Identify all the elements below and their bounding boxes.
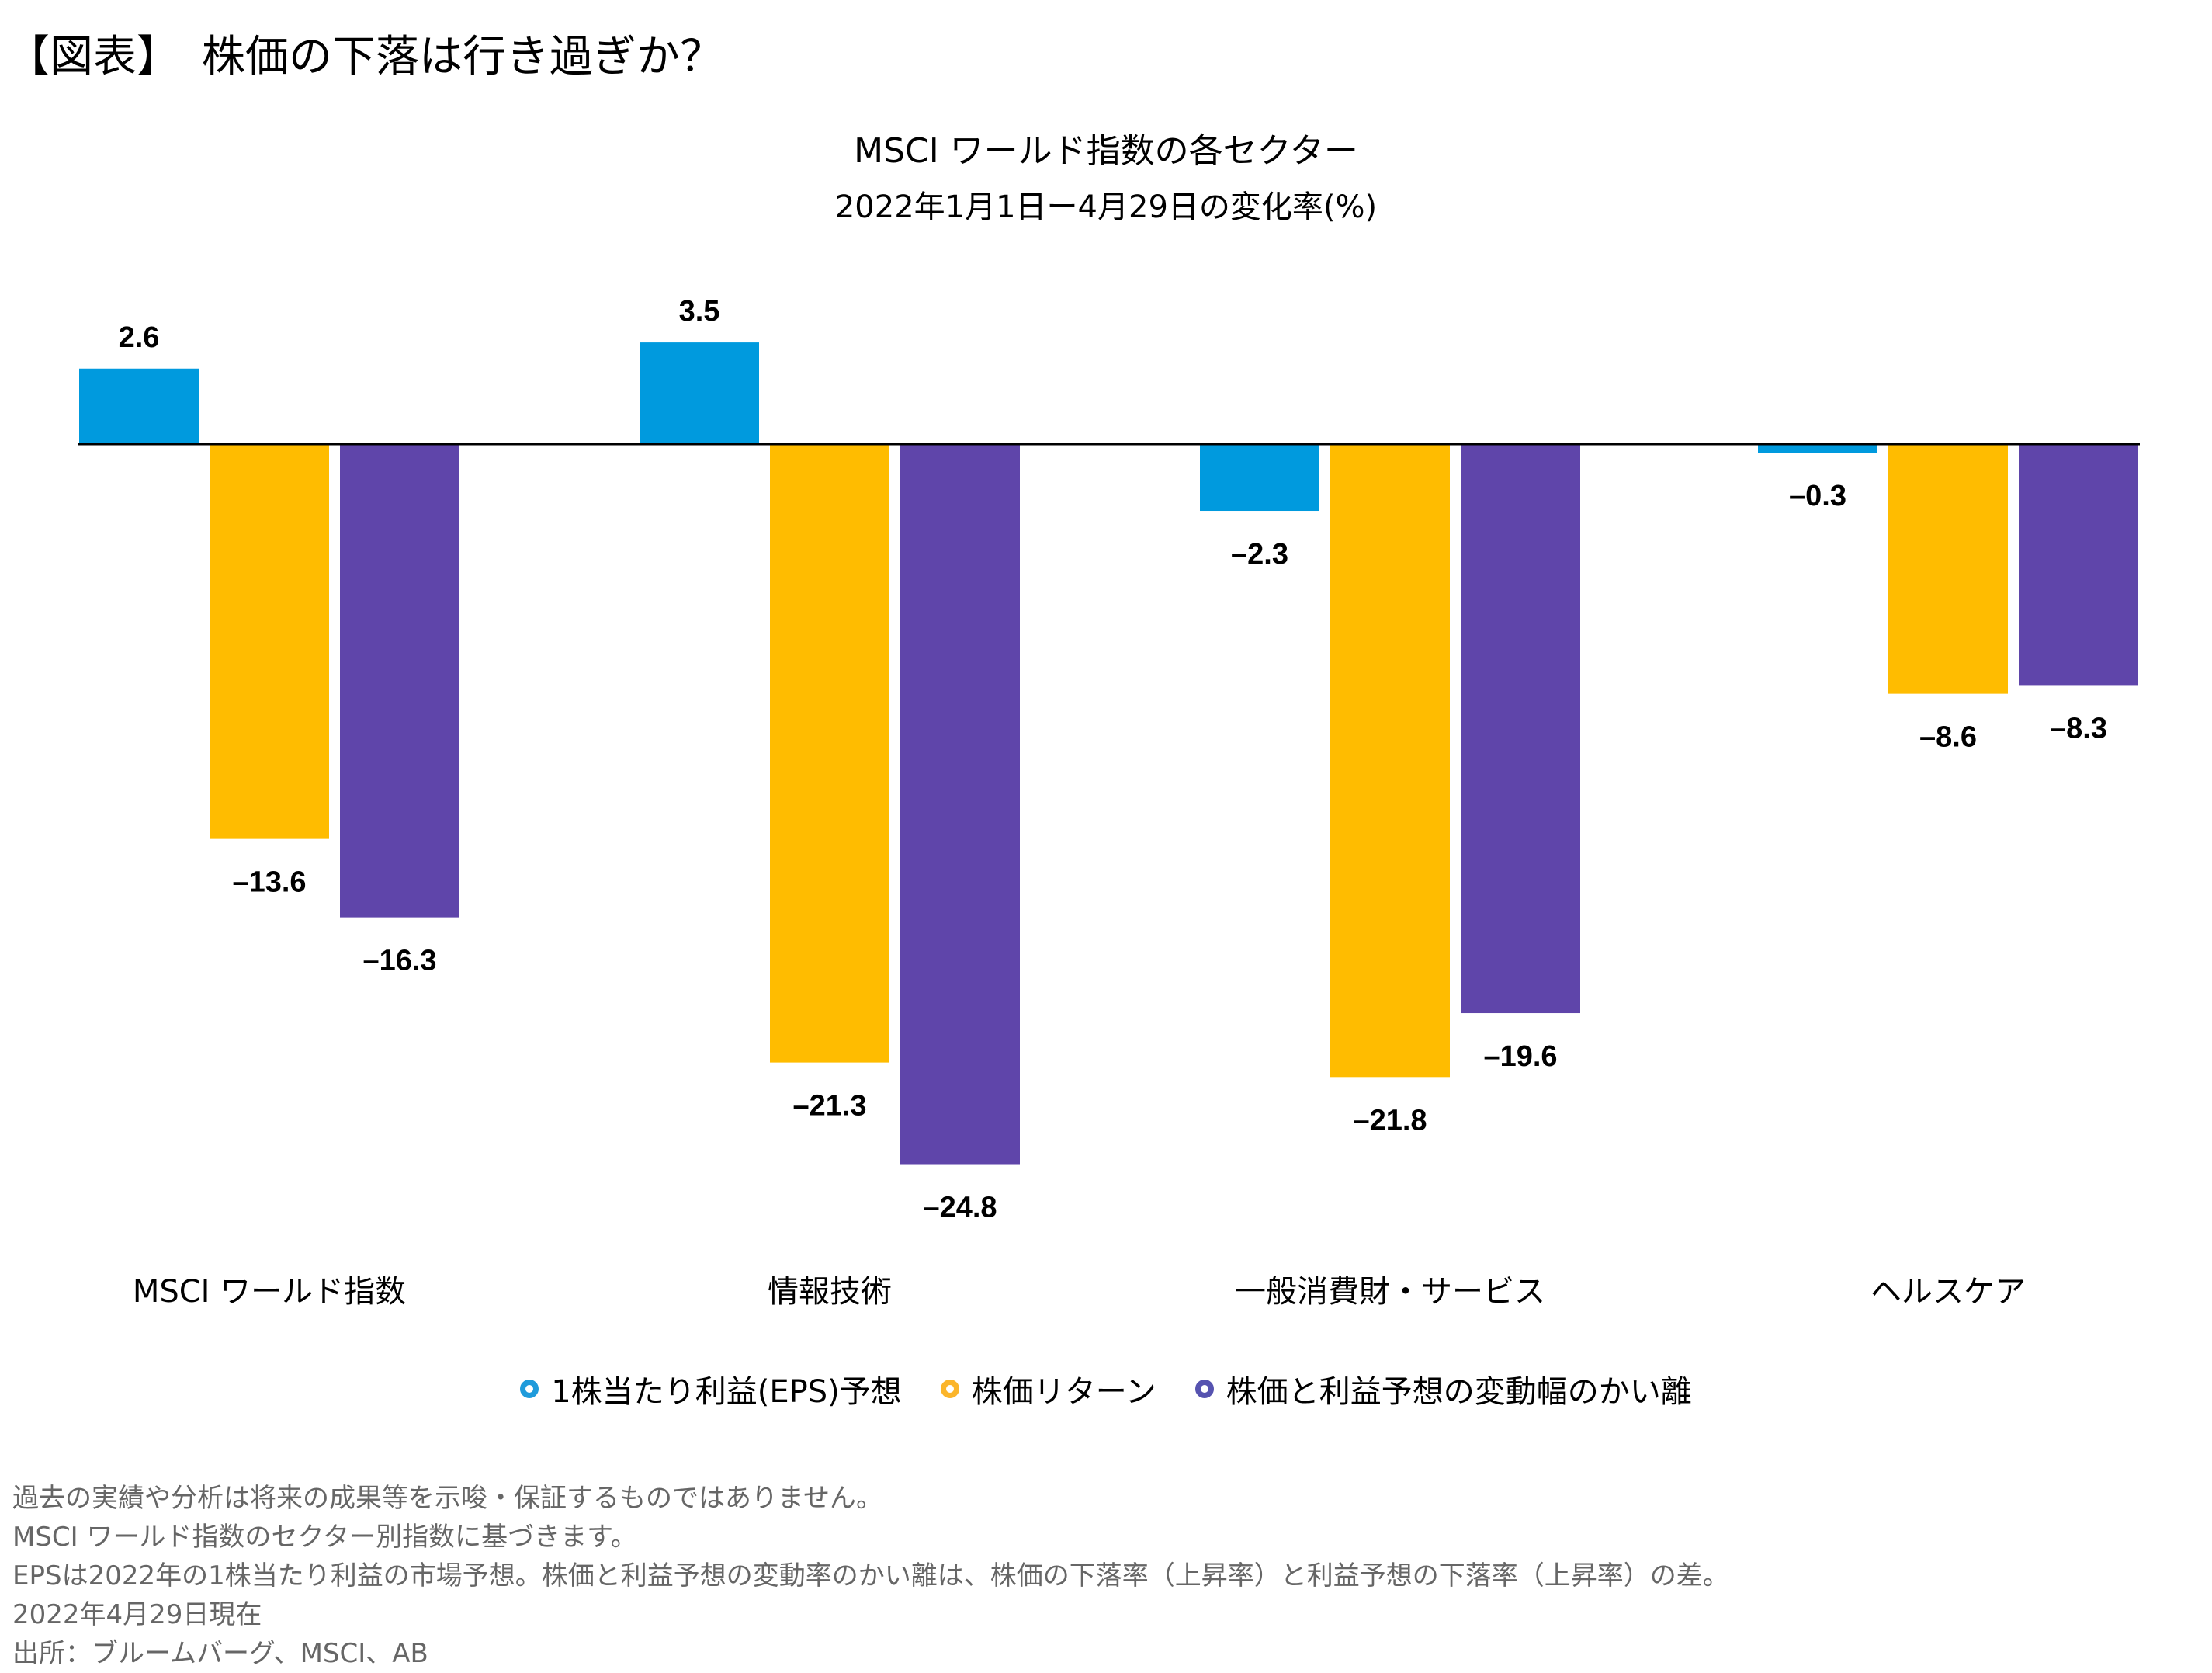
legend-marker-icon [940,1380,959,1398]
legend-item-price-return: 株価リターン [940,1366,1156,1411]
footnotes: 過去の実績や分析は将来の成果等を示唆・保証するものではありません。 MSCI ワ… [12,1479,1729,1673]
data-label: –8.6 [1919,721,1977,754]
category-label: 一般消費財・サービス [1235,1274,1545,1310]
bar [210,444,329,839]
data-label: –0.3 [1789,480,1846,512]
legend: 1株当たり利益(EPS)予想 株価リターン 株価と利益予想の変動幅のかい離 [0,1366,2212,1411]
data-label: –8.3 [2050,712,2107,745]
category-label: MSCI ワールド指数 [133,1274,406,1310]
bar [79,368,199,444]
category-label: 情報技術 [768,1274,892,1310]
bar [1758,444,1877,453]
legend-item-eps: 1株当たり利益(EPS)予想 [520,1366,902,1411]
bar [340,444,459,918]
bar [640,342,759,444]
data-label: –13.6 [232,866,306,899]
legend-label: 株価リターン [971,1374,1156,1410]
bar [1200,444,1319,512]
legend-label: 株価と利益予想の変動幅のかい離 [1226,1374,1692,1410]
data-label: –16.3 [362,945,436,977]
bar [2019,444,2138,686]
data-label: –21.8 [1353,1104,1427,1137]
footnote: EPSは2022年の1株当たり利益の市場予想。株価と利益予想の変動率のかい離は、… [12,1560,1729,1591]
data-label: 2.6 [119,321,160,354]
legend-item-gap: 株価と利益予想の変動幅のかい離 [1194,1366,1692,1411]
legend-marker-icon [520,1380,539,1398]
data-label: –2.3 [1231,538,1288,571]
legend-marker-icon [1194,1380,1214,1398]
bar [1330,444,1450,1078]
data-label: –24.8 [923,1192,997,1224]
footnote: 出所：ブルームバーグ、MSCI、AB [12,1638,428,1669]
bar [770,444,889,1063]
bar [1888,444,2008,694]
footnote: 2022年4月29日現在 [12,1599,262,1630]
footnote: MSCI ワールド指数のセクター別指数に基づきます。 [12,1522,637,1553]
chart-subtitle: 2022年1月1日ー4月29日の変化率(%) [834,189,1378,225]
footnote: 過去の実績や分析は将来の成果等を示唆・保証するものではありません。 [12,1483,882,1514]
data-label: –19.6 [1483,1040,1557,1073]
bar [900,444,1020,1165]
chart-title: MSCI ワールド指数の各セクター [854,131,1358,171]
data-label: –21.3 [792,1090,866,1123]
page-title: 【図表】 株価の下落は行き過ぎか？ [6,32,723,82]
data-label: 3.5 [679,295,720,328]
category-label: ヘルスケア [1870,1274,2026,1310]
legend-label: 1株当たり利益(EPS)予想 [551,1374,902,1410]
bar [1461,444,1580,1014]
